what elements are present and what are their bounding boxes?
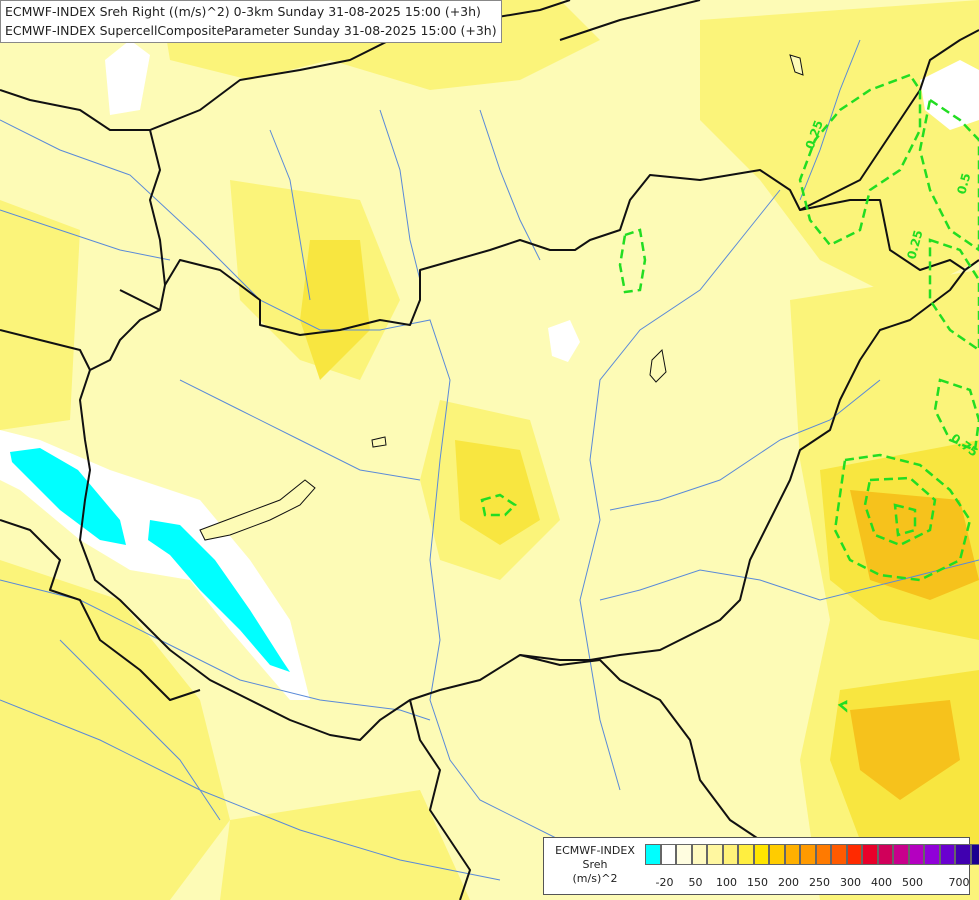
river-east-1 <box>609 439 781 511</box>
field-orange-southeast <box>850 700 960 800</box>
contour-025-ne <box>798 73 922 247</box>
legend-swatch <box>784 844 800 865</box>
border-hungary <box>79 169 966 741</box>
contour-small-2 <box>480 493 517 517</box>
legend-tick-label: 500 <box>902 876 923 889</box>
legend-tick-label: 200 <box>778 876 799 889</box>
legend-swatch <box>955 844 971 865</box>
lake-small-1 <box>371 436 387 448</box>
legend-tick-label: 150 <box>747 876 768 889</box>
river-west <box>0 209 171 261</box>
legend-tick-label: 700 <box>948 876 970 889</box>
field-white-north <box>105 40 150 115</box>
legend-swatch <box>831 844 847 865</box>
river-east-2 <box>779 379 881 441</box>
legend-swatch <box>645 844 661 865</box>
legend-swatch <box>691 844 707 865</box>
river-north-2 <box>379 109 421 281</box>
legend-tick-label: 50 <box>688 876 703 889</box>
legend-title-line-1: ECMWF-INDEX <box>555 844 635 857</box>
river-mures <box>599 559 979 601</box>
contour-small-1 <box>618 228 647 294</box>
contour-cluster-east-2 <box>863 476 937 547</box>
legend-swatch <box>800 844 816 865</box>
rivers <box>0 39 979 881</box>
legend-swatch <box>660 844 676 865</box>
contour-025-east <box>928 238 979 352</box>
field-yellow-left <box>0 200 80 430</box>
river-danube <box>0 119 641 861</box>
field-white-ne <box>920 60 979 130</box>
legend-swatch <box>676 844 692 865</box>
field-negative-central <box>148 520 290 672</box>
border-slovenia-croatia <box>0 519 201 701</box>
contour-075-east <box>933 378 979 452</box>
river-tisza <box>579 189 781 791</box>
legend-tick-label: 250 <box>809 876 830 889</box>
lake-balaton <box>199 479 316 541</box>
border-croatia-serbia <box>409 699 471 900</box>
lake-small-2 <box>789 54 804 76</box>
field-yellow-southwest <box>0 560 230 900</box>
river-raba <box>179 379 421 481</box>
legend-swatch <box>862 844 878 865</box>
field-white-lake <box>548 320 580 362</box>
border-romania-ukraine <box>964 259 979 271</box>
contour-cluster-east-1 <box>833 453 972 582</box>
legend-swatch <box>939 844 955 865</box>
contour-small-3 <box>837 699 848 713</box>
color-legend: ECMWF-INDEX Sreh (m/s)^2 -20 50 100 150 200 2… <box>543 837 979 895</box>
border-top-ne <box>559 0 701 41</box>
river-sava <box>0 699 501 881</box>
field-yellow-south <box>220 790 470 900</box>
lakes <box>199 54 804 541</box>
legend-swatch <box>753 844 769 865</box>
field-orange-east <box>850 490 979 600</box>
contour-label-2: 0.5 <box>954 172 973 196</box>
legend-title-line-3: (m/s)^2 <box>572 872 618 885</box>
legend-tick-label: 300 <box>840 876 861 889</box>
legend-tick-label: 400 <box>871 876 892 889</box>
river-north-1 <box>269 129 311 301</box>
legend-swatch <box>846 844 862 865</box>
legend-tick-labels: -20 50 100 150 200 250 300 400 500 700 <box>645 876 970 890</box>
border-romania-serbia <box>519 654 791 861</box>
legend-swatch <box>893 844 909 865</box>
scp-contours <box>480 73 979 713</box>
legend-tick-label: -20 <box>655 876 674 889</box>
border-west <box>0 329 91 371</box>
field-high-north <box>300 240 370 380</box>
contour-05-ne <box>918 97 979 252</box>
legend-color-bar <box>645 844 979 865</box>
border-slovakia-north <box>149 0 571 131</box>
legend-swatch <box>738 844 754 865</box>
border-nw <box>119 289 161 311</box>
legend-swatch <box>908 844 924 865</box>
map-title: ECMWF-INDEX Sreh Right ((m/s)^2) 0-3km S… <box>0 0 502 43</box>
legend-swatch <box>722 844 738 865</box>
legend-swatch <box>924 844 940 865</box>
field-high-center <box>455 440 540 545</box>
legend-swatch <box>877 844 893 865</box>
legend-swatch <box>815 844 831 865</box>
field-negative-west <box>10 448 126 545</box>
legend-title: ECMWF-INDEX Sreh (m/s)^2 <box>546 844 644 886</box>
river-ne <box>799 39 861 201</box>
river-north-3 <box>479 109 541 261</box>
lake-small-3 <box>649 348 667 383</box>
legend-title-line-2: Sreh <box>582 858 608 871</box>
legend-swatch <box>769 844 785 865</box>
legend-tick-label: 100 <box>716 876 737 889</box>
legend-swatch <box>707 844 723 865</box>
border-ukraine <box>799 29 979 211</box>
legend-swatch <box>970 844 979 865</box>
title-line-scp: ECMWF-INDEX SupercellCompositeParameter … <box>5 23 497 38</box>
title-line-sreh: ECMWF-INDEX Sreh Right ((m/s)^2) 0-3km S… <box>5 4 481 19</box>
river-sw <box>59 639 221 821</box>
